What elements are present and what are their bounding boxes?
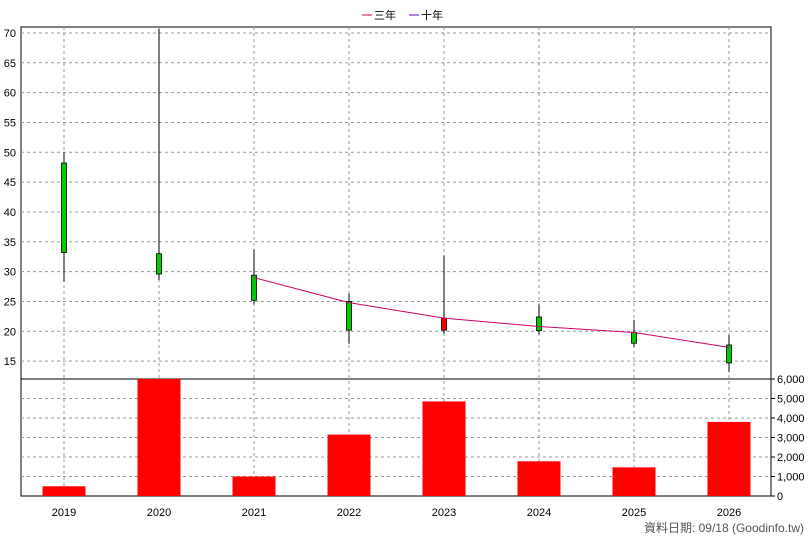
x-tick-label: 2020 [147,507,171,519]
volume-bar [327,434,371,496]
volume-tick-label: 3,000 [777,433,805,445]
x-tick-label: 2021 [242,507,266,519]
data-date-footer: 資料日期: 09/18 (Goodinfo.tw) [643,521,804,535]
x-tick-label: 2026 [717,507,741,519]
price-tick-label: 20 [4,326,16,338]
x-tick-label: 2022 [337,507,361,519]
candle-body [536,316,542,332]
price-tick-label: 25 [4,296,16,308]
x-tick-label: 2023 [432,507,456,519]
price-plot-area [20,26,772,380]
candle-body [61,162,67,253]
volume-bar [42,486,86,496]
candle-body [251,274,257,301]
price-candles [61,28,732,372]
x-tick-label: 2024 [527,507,551,519]
candle-body [441,317,447,331]
legend-label-3yr: 三年 [374,8,396,22]
volume-bars [42,379,751,496]
candle-body [726,344,732,364]
price-tick-label: 70 [4,28,16,40]
price-tick-label: 60 [4,88,16,100]
candle-body [156,253,162,275]
price-tick-label: 40 [4,207,16,219]
volume-tick-label: 4,000 [777,413,805,425]
volume-tick-label: 5,000 [777,394,805,406]
volume-tick-label: 0 [777,491,783,503]
price-tick-label: 50 [4,147,16,159]
volume-bar [612,467,656,496]
volume-bar [137,379,181,496]
moving-average-lines [253,277,730,348]
volume-bar [707,421,751,496]
price-tick-label: 30 [4,267,16,279]
price-tick-label: 35 [4,237,16,249]
volume-bar [517,461,561,496]
legend-label-10yr: 十年 [421,8,443,22]
price-tick-label: 55 [4,117,16,129]
legend: 三年 十年 [362,8,443,22]
series-line-3yr [253,277,730,348]
grid [21,27,771,496]
volume-tick-label: 1,000 [777,472,805,484]
price-tick-label: 65 [4,58,16,70]
candle-body [346,301,352,331]
volume-tick-label: 6,000 [777,374,805,386]
volume-bar [232,476,276,496]
volume-bar [422,401,466,496]
price-tick-label: 45 [4,177,16,189]
x-tick-label: 2025 [622,507,646,519]
candle-body [631,332,637,344]
x-tick-label: 2019 [52,507,76,519]
volume-tick-label: 2,000 [777,452,805,464]
price-tick-label: 15 [4,356,16,368]
